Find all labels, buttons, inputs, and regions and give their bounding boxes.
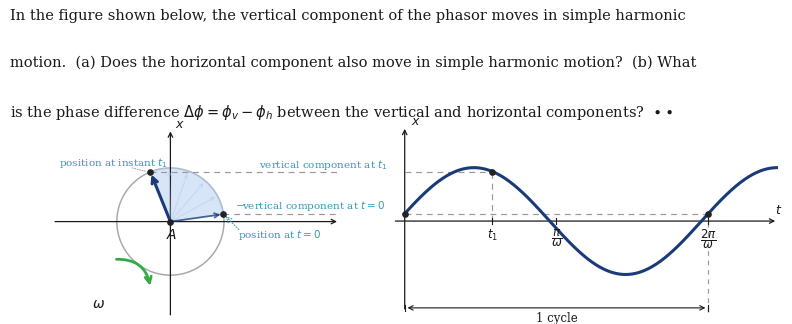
- Text: vertical component at $t_1$: vertical component at $t_1$: [259, 158, 387, 172]
- Text: position at instant $t_1$: position at instant $t_1$: [59, 156, 167, 170]
- Text: $\dfrac{\pi}{\omega}$: $\dfrac{\pi}{\omega}$: [550, 228, 562, 249]
- Text: $\dfrac{2\pi}{\omega}$: $\dfrac{2\pi}{\omega}$: [700, 228, 717, 251]
- Text: $A$: $A$: [166, 228, 177, 242]
- Text: position at $t = 0$: position at $t = 0$: [238, 228, 322, 242]
- Text: $t_1$: $t_1$: [487, 228, 498, 243]
- Polygon shape: [150, 168, 223, 222]
- Text: $t$: $t$: [775, 204, 782, 217]
- Text: $x$: $x$: [411, 115, 421, 128]
- Text: motion.  (a) Does the horizontal component also move in simple harmonic motion? : motion. (a) Does the horizontal componen…: [10, 56, 696, 70]
- Text: is the phase difference $\Delta\phi = \phi_v - \phi_h$ between the vertical and : is the phase difference $\Delta\phi = \p…: [10, 102, 673, 122]
- Text: 1 cycle: 1 cycle: [535, 312, 577, 324]
- Text: In the figure shown below, the vertical component of the phasor moves in simple : In the figure shown below, the vertical …: [10, 9, 685, 23]
- Text: $-\!$vertical component at $t = 0$: $-\!$vertical component at $t = 0$: [235, 199, 385, 213]
- Text: $\omega$: $\omega$: [92, 297, 105, 311]
- Text: $x$: $x$: [175, 118, 185, 131]
